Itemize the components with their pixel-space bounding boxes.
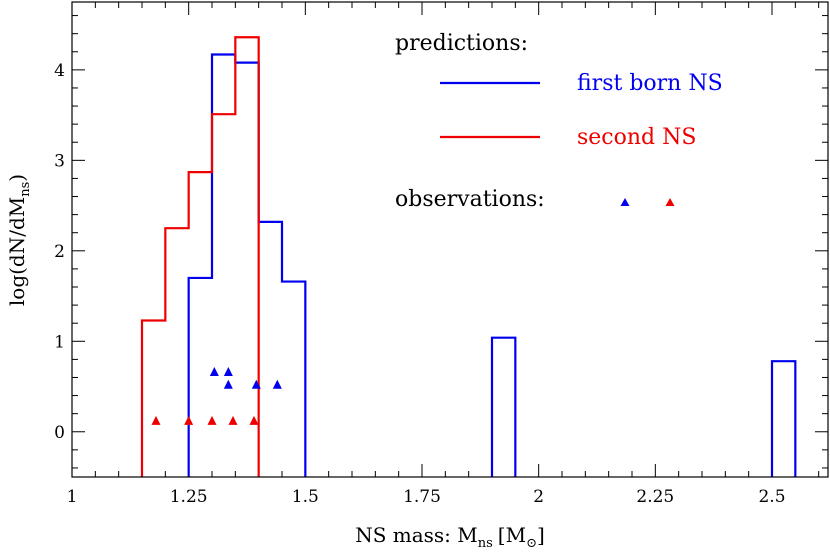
observation-point	[228, 415, 238, 425]
x-tick-label: 2	[533, 487, 544, 507]
y-tick-label: 3	[54, 151, 65, 171]
observation-point	[151, 415, 161, 425]
x-tick-label: 2.5	[758, 487, 785, 507]
histogram-bars	[140, 36, 797, 477]
histogram-bar	[770, 360, 797, 477]
legend-second-ns-label: second NS	[577, 125, 696, 150]
histogram-bar	[490, 336, 517, 477]
observation-point	[249, 415, 259, 425]
y-tick-label: 1	[54, 332, 65, 352]
observation-point	[209, 367, 219, 377]
legend-second-ns-observation-marker	[665, 198, 675, 206]
histogram-bar	[140, 36, 260, 477]
observation-point	[272, 379, 282, 389]
legend-first-born-label: first born NS	[577, 71, 723, 96]
histogram-bar	[187, 53, 307, 477]
tick-labels: 1 1.25 1.5 1.75 2 2.25 2.5 0 1 2 3 4	[54, 61, 785, 507]
observation-markers	[151, 367, 282, 425]
legend-predictions-label: predictions:	[395, 31, 528, 56]
x-tick-label: 1.75	[403, 487, 441, 507]
y-tick-label: 2	[54, 242, 65, 262]
x-tick-label: 1	[67, 487, 78, 507]
observation-point	[251, 379, 261, 389]
legend-first-born-observation-marker	[620, 198, 630, 206]
x-axis-title: NS mass: Mns [M⊙]	[355, 523, 545, 551]
y-tick-label: 4	[54, 61, 65, 81]
observation-point	[207, 415, 217, 425]
x-tick-label: 2.25	[636, 487, 674, 507]
y-axis-title: log(dN/dMns)	[5, 174, 33, 306]
x-tick-label: 1.5	[292, 487, 319, 507]
observation-point	[223, 379, 233, 389]
observation-point	[223, 367, 233, 377]
legend: predictions: first born NS second NS obs…	[395, 31, 723, 212]
legend-observations-label: observations:	[395, 187, 545, 212]
plot-frame	[71, 1, 829, 478]
observation-point	[184, 415, 194, 425]
y-tick-label: 0	[54, 423, 65, 443]
x-tick-label: 1.25	[170, 487, 208, 507]
